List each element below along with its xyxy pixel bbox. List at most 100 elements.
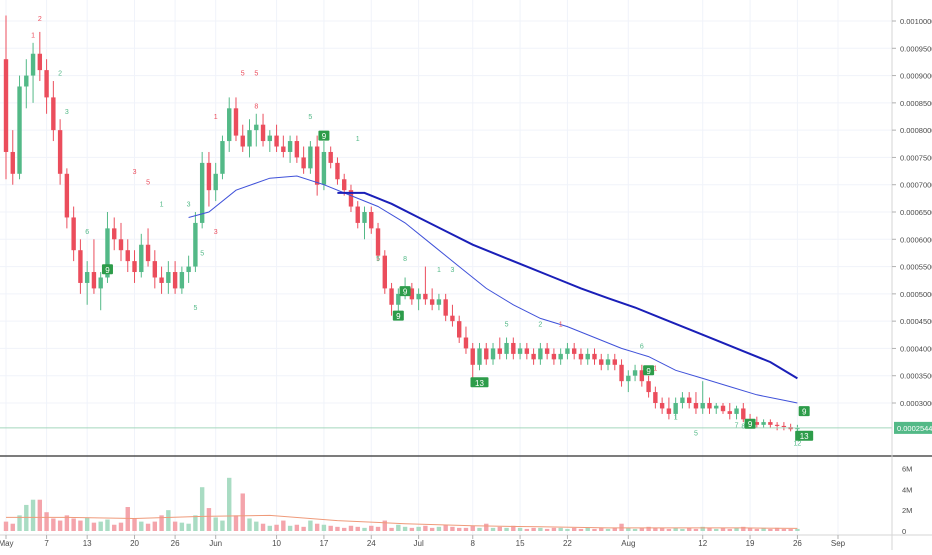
time-tick-label: 7 [44, 539, 49, 548]
volume-bar [274, 524, 279, 531]
volume-bar [152, 521, 158, 531]
candle-body [477, 348, 482, 365]
candle-body [517, 348, 523, 354]
td-badge: 9 [744, 418, 756, 429]
time-tick-label: May [0, 539, 14, 548]
candle-body [287, 141, 293, 152]
volume-bar [281, 520, 286, 531]
candle-body [686, 397, 692, 403]
volume-bar [504, 527, 509, 531]
volume-bar [186, 523, 191, 531]
candle-body [24, 75, 29, 87]
volume-bar [429, 527, 435, 531]
candle-body [301, 157, 306, 169]
volume-bar [484, 523, 489, 531]
time-tick-label: 20 [130, 539, 139, 548]
volume-bar [477, 527, 482, 531]
volume-bar [294, 524, 300, 531]
volume-bar [193, 515, 198, 531]
td-buy-count: 8 [741, 424, 745, 431]
candle-body [619, 364, 624, 382]
volume-tick-label: 6M [902, 464, 912, 473]
volume-bar [592, 528, 597, 531]
candle-body [626, 375, 631, 382]
candle-body [646, 381, 651, 393]
candle-body [707, 403, 712, 409]
td-buy-count: 3 [450, 267, 454, 274]
volume-bar [612, 527, 617, 531]
volume-bar [470, 525, 475, 531]
volume-bar [788, 528, 793, 531]
td-badge-label: 9 [396, 312, 401, 321]
volume-bar [551, 527, 557, 531]
candle-body [538, 348, 543, 360]
td-buy-count: 7 [735, 423, 739, 430]
candle-body [105, 228, 110, 278]
volume-bar [626, 527, 631, 531]
volume-bar [220, 520, 225, 531]
candle-body [578, 353, 584, 360]
td-badge-label: 13 [475, 379, 484, 388]
candle-body [98, 277, 103, 289]
volume-bar [571, 527, 577, 531]
candle-body [396, 293, 401, 305]
volume-bar [166, 510, 171, 531]
volume-bar [774, 527, 780, 531]
volume-bar [511, 525, 516, 531]
candle-body [632, 370, 638, 376]
candle-body [558, 353, 563, 360]
candle-body [768, 422, 773, 425]
candle-body [254, 124, 259, 131]
td-buy-count: 1 [356, 136, 360, 143]
candle-body [585, 353, 590, 360]
candle-body [761, 422, 766, 425]
candle-body [348, 190, 354, 207]
candle-body [551, 353, 557, 360]
volume-bar [71, 518, 76, 531]
candle-body [145, 244, 151, 262]
volume-bar [754, 528, 760, 531]
candle-body [233, 108, 239, 136]
volume-bar [213, 517, 218, 531]
volume-bar [44, 512, 49, 531]
volume-bar [78, 520, 83, 531]
candle-body [267, 135, 273, 142]
td-badge-label: 13 [800, 432, 809, 441]
td-badge: 9 [798, 406, 810, 417]
candle-body [206, 162, 212, 191]
td-badge: 13 [470, 377, 489, 388]
candle-body [531, 353, 536, 360]
candle-body [112, 228, 117, 240]
td-badge: 9 [399, 286, 411, 297]
td-sell-count: 1 [653, 365, 657, 372]
price-tick-label: 0.0010000 [900, 17, 932, 26]
candle-body [132, 261, 137, 273]
candle-body [118, 239, 124, 251]
candle-body [700, 403, 705, 409]
volume-bar [84, 517, 90, 531]
volume-bar [402, 526, 408, 531]
price-tick-label: 0.0003500 [900, 372, 932, 381]
candle-body [179, 272, 185, 289]
candle-body [754, 422, 760, 425]
volume-bar [321, 524, 327, 531]
volume-bar [761, 527, 766, 531]
candle-body [166, 272, 171, 283]
candle-body [497, 348, 502, 354]
volume-bar [396, 524, 401, 531]
volume-bar [132, 518, 137, 531]
current-price-box [894, 421, 932, 434]
volume-bar [436, 526, 442, 531]
time-tick-label: 15 [516, 539, 525, 548]
td-badge-box [470, 377, 489, 388]
candle-body [328, 151, 333, 163]
candle-body [484, 348, 489, 360]
volume-bar [795, 528, 800, 531]
candle-body [450, 315, 455, 322]
volume-bar [416, 526, 421, 531]
candle-body [490, 348, 496, 360]
candle-body [37, 53, 43, 71]
